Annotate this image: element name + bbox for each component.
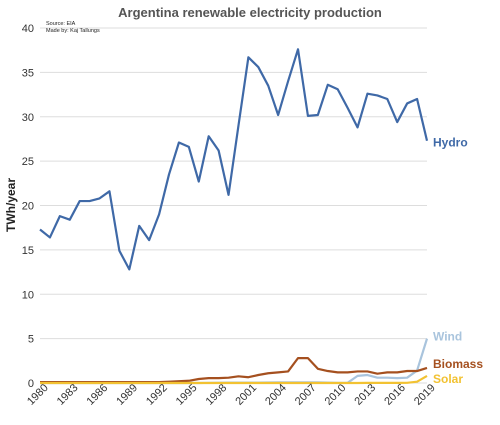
series-label-wind: Wind (433, 330, 462, 344)
grid-lines (40, 27, 427, 384)
y-tick-label: 25 (22, 156, 34, 168)
series-line-solar (40, 374, 428, 385)
y-tick-label: 35 (22, 67, 34, 79)
x-tick-label: 1989 (114, 382, 140, 408)
y-tick-label: 40 (22, 23, 34, 35)
x-tick-label: 2001 (233, 382, 259, 408)
x-tick-label: 2004 (263, 382, 289, 408)
y-tick-label: 0 (28, 378, 34, 390)
series-lines (39, 48, 429, 385)
y-axis-label: TWh/year (4, 178, 18, 232)
x-tick-label: 2013 (352, 382, 378, 408)
y-tick-label: 20 (22, 201, 34, 213)
y-tick-label: 10 (22, 289, 34, 301)
chart-title: Argentina renewable electricity producti… (118, 5, 382, 20)
source-note: Source: EIA (46, 21, 76, 27)
x-tick-label: 1995 (174, 382, 200, 408)
series-line-biomass (40, 357, 428, 384)
series-label-biomass: Biomass (433, 357, 483, 371)
x-tick-label: 2007 (293, 382, 319, 408)
series-line-hydro (39, 48, 429, 271)
series-label-solar: Solar (433, 372, 463, 386)
x-tick-label: 1992 (144, 382, 170, 408)
y-tick-label: 15 (22, 245, 34, 257)
y-tick-label: 30 (22, 112, 34, 124)
x-tick-label: 1998 (204, 382, 230, 408)
x-tick-label: 2010 (323, 382, 349, 408)
x-tick-label: 1983 (55, 382, 81, 408)
y-tick-label: 5 (28, 334, 34, 346)
x-tick-label: 2016 (382, 382, 408, 408)
series-label-hydro: Hydro (433, 136, 468, 150)
author-note: Made by: Kaj Tallungs (46, 28, 100, 34)
x-tick-label: 1986 (85, 382, 111, 408)
